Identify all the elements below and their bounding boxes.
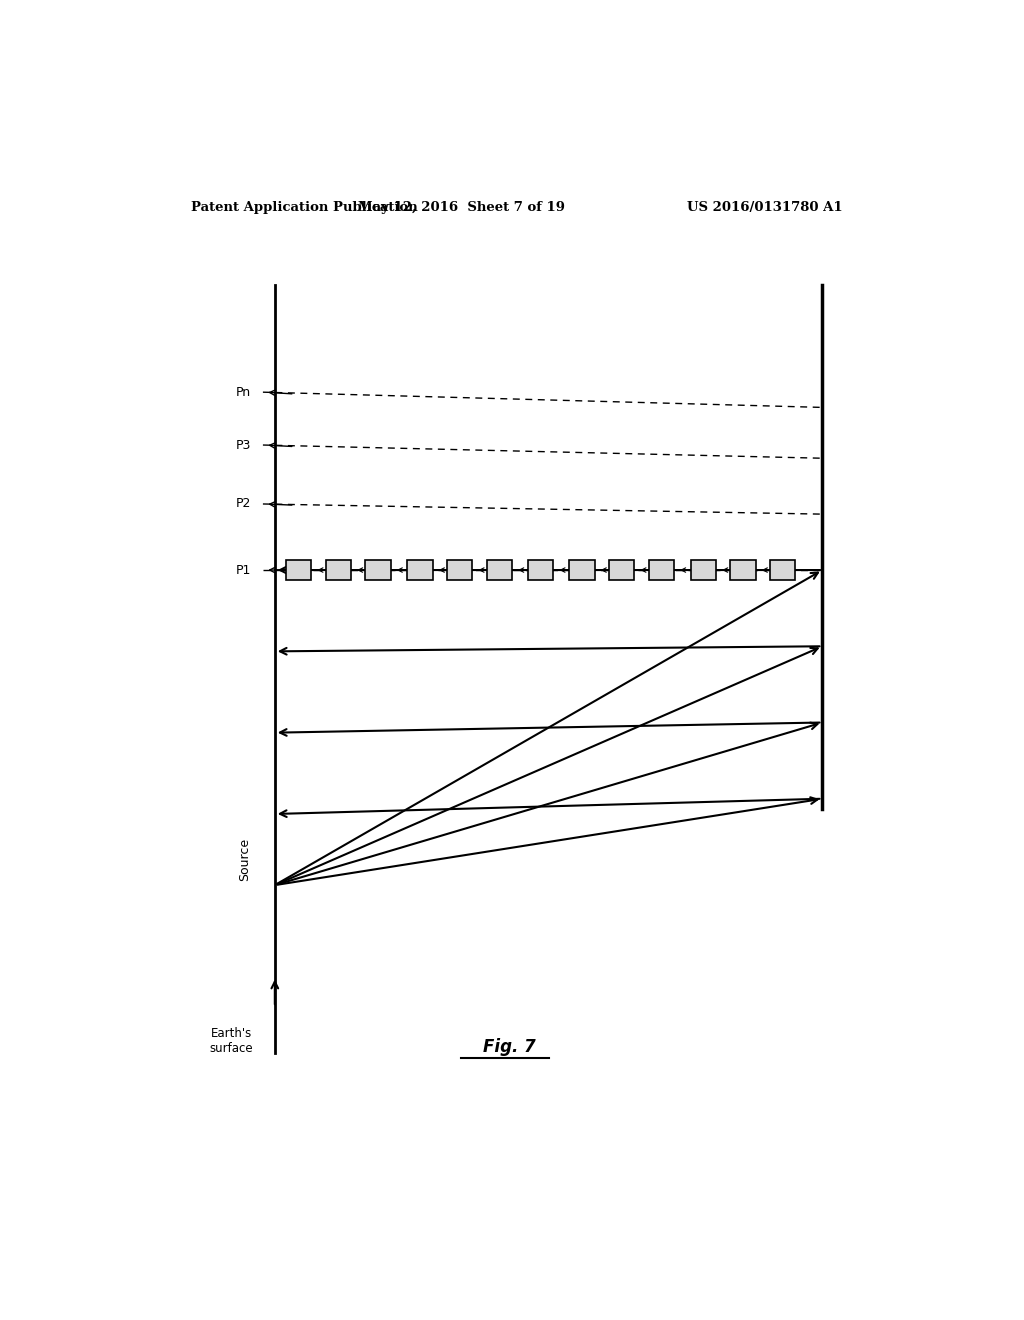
FancyBboxPatch shape [486, 560, 512, 581]
FancyBboxPatch shape [569, 560, 595, 581]
FancyBboxPatch shape [447, 560, 472, 581]
Text: May 12, 2016  Sheet 7 of 19: May 12, 2016 Sheet 7 of 19 [357, 201, 565, 214]
Text: P2: P2 [236, 498, 251, 511]
FancyBboxPatch shape [770, 560, 796, 581]
Text: Source: Source [238, 838, 251, 882]
FancyBboxPatch shape [366, 560, 391, 581]
Text: US 2016/0131780 A1: US 2016/0131780 A1 [687, 201, 842, 214]
FancyBboxPatch shape [408, 560, 433, 581]
Text: Fig. 7: Fig. 7 [482, 1038, 536, 1056]
FancyBboxPatch shape [528, 560, 553, 581]
FancyBboxPatch shape [730, 560, 756, 581]
Text: P1: P1 [236, 564, 251, 577]
Text: P3: P3 [236, 438, 251, 451]
FancyBboxPatch shape [326, 560, 351, 581]
Text: Earth's
surface: Earth's surface [209, 1027, 253, 1056]
Text: Pn: Pn [236, 385, 251, 399]
FancyBboxPatch shape [690, 560, 716, 581]
FancyBboxPatch shape [648, 560, 674, 581]
FancyBboxPatch shape [609, 560, 634, 581]
FancyBboxPatch shape [286, 560, 311, 581]
Text: Patent Application Publication: Patent Application Publication [191, 201, 418, 214]
